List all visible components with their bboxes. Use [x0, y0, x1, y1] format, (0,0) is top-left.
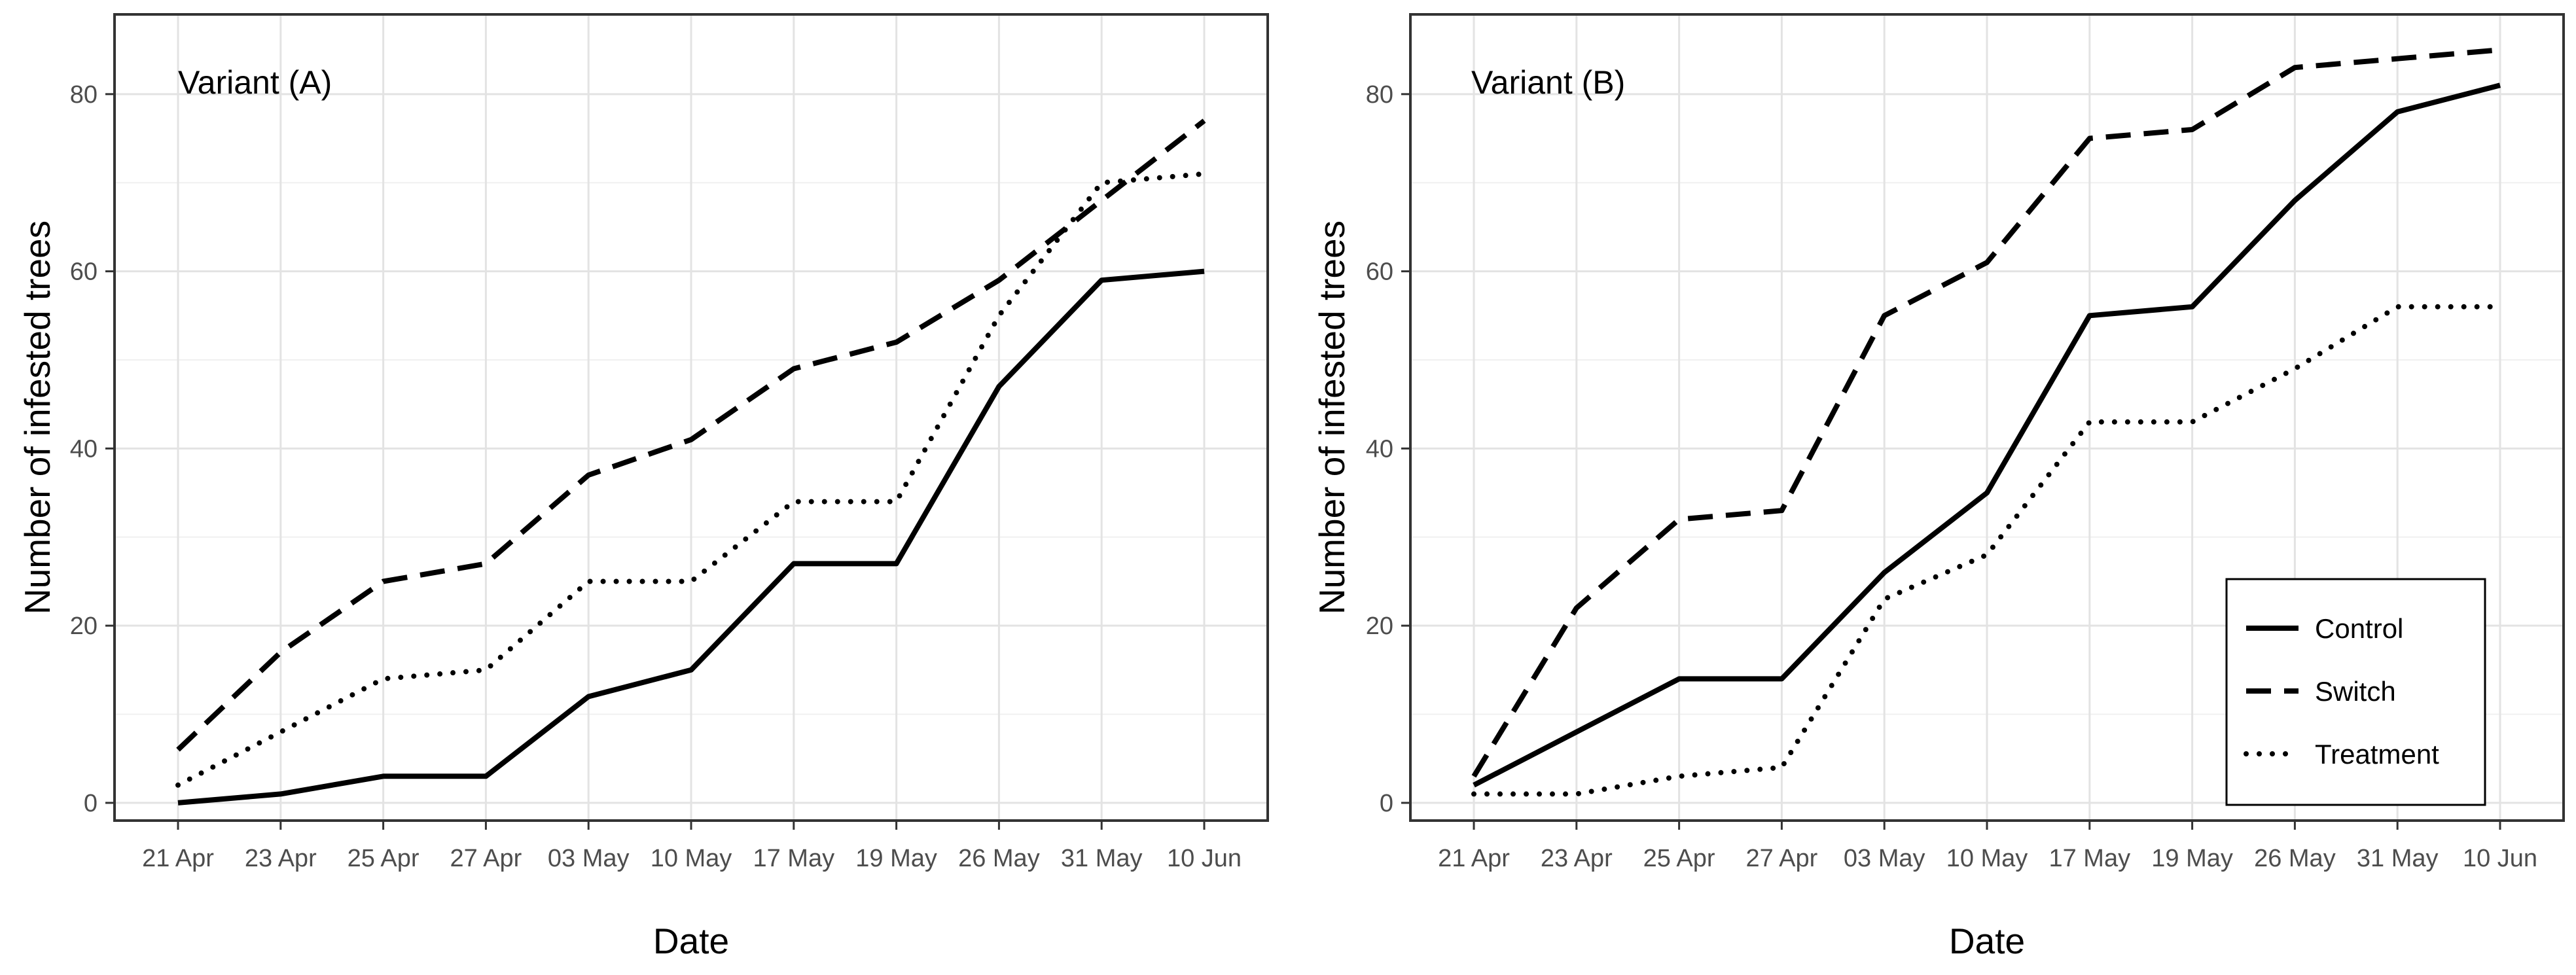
series-line-treatment	[175, 171, 1207, 788]
x-tick-labels: 21 Apr 23 Apr 25 Apr 27 Apr 03 May 10 May 17 M…	[142, 845, 1242, 872]
y-tick-label: 20	[1366, 612, 1393, 640]
x-tick-label: 21 Apr	[1438, 845, 1510, 872]
x-tick-label: 19 May	[855, 845, 937, 872]
y-tick-labels: 0 20 40 60 80	[1366, 81, 1393, 817]
x-tick-label: 21 Apr	[142, 845, 214, 872]
y-tick-label: 60	[1366, 258, 1393, 286]
grid	[115, 14, 1268, 821]
x-tick-label: 03 May	[1844, 845, 1925, 872]
series-line-control	[177, 268, 1205, 806]
axis-ticks	[1401, 93, 2501, 830]
series-line-treatment	[1471, 304, 2503, 797]
x-axis-title: Date	[1949, 921, 2025, 961]
x-tick-label: 26 May	[958, 845, 1040, 872]
y-tick-label: 40	[1366, 435, 1393, 463]
x-tick-label: 25 Apr	[1643, 845, 1715, 872]
x-tick-label: 27 Apr	[1745, 845, 1817, 872]
y-tick-label: 80	[1366, 81, 1393, 109]
x-tick-labels: 21 Apr 23 Apr 25 Apr 27 Apr 03 May 10 May 17 M…	[1438, 845, 2537, 872]
y-tick-label: 40	[70, 435, 98, 463]
legend-label-treatment: Treatment	[2315, 739, 2439, 770]
x-tick-label: 27 Apr	[450, 845, 522, 872]
legend-label-control: Control	[2315, 613, 2403, 644]
x-tick-label: 26 May	[2254, 845, 2336, 872]
series-line-control	[1473, 82, 2501, 788]
panel-variant-a: 0 20 40 60 80 21 Apr 23 Apr 25 Apr 27 Apr 03 May…	[17, 13, 1269, 961]
series-line-switch	[1471, 47, 2501, 778]
x-tick-label: 03 May	[548, 845, 630, 872]
x-tick-label: 17 May	[2048, 845, 2130, 872]
panel-title: Variant (B)	[1471, 64, 1625, 101]
x-tick-label: 10 Jun	[1167, 845, 1242, 872]
x-axis-title: Date	[653, 921, 729, 961]
y-axis-title: Number of infested trees	[17, 221, 58, 614]
y-tick-label: 80	[70, 81, 98, 109]
x-tick-label: 31 May	[2357, 845, 2439, 872]
legend: Control Switch Treatment	[2225, 578, 2486, 806]
x-tick-label: 23 Apr	[245, 845, 317, 872]
y-tick-labels: 0 20 40 60 80	[70, 81, 98, 817]
x-tick-label: 10 May	[651, 845, 732, 872]
axis-ticks	[105, 93, 1206, 830]
x-tick-label: 10 Jun	[2463, 845, 2537, 872]
series-layer	[1471, 47, 2503, 797]
x-tick-label: 25 Apr	[348, 845, 420, 872]
x-tick-label: 10 May	[1946, 845, 2028, 872]
y-tick-label: 0	[1380, 790, 1393, 817]
y-tick-label: 0	[84, 790, 98, 817]
y-axis-title: Number of infested trees	[1312, 221, 1352, 614]
x-tick-label: 23 Apr	[1541, 845, 1613, 872]
panel-title: Variant (A)	[178, 64, 332, 101]
panel-variant-b: 0 20 40 60 80 21 Apr 23 Apr 25 Apr 27 Apr 03 May…	[1312, 13, 2565, 961]
y-tick-label: 20	[70, 612, 98, 640]
x-tick-label: 17 May	[753, 845, 834, 872]
y-tick-label: 60	[70, 258, 98, 286]
grid	[1410, 14, 2564, 821]
series-line-switch	[176, 118, 1206, 752]
series-layer	[175, 118, 1207, 806]
x-tick-label: 19 May	[2151, 845, 2233, 872]
legend-label-switch: Switch	[2315, 676, 2396, 707]
x-tick-label: 31 May	[1061, 845, 1143, 872]
